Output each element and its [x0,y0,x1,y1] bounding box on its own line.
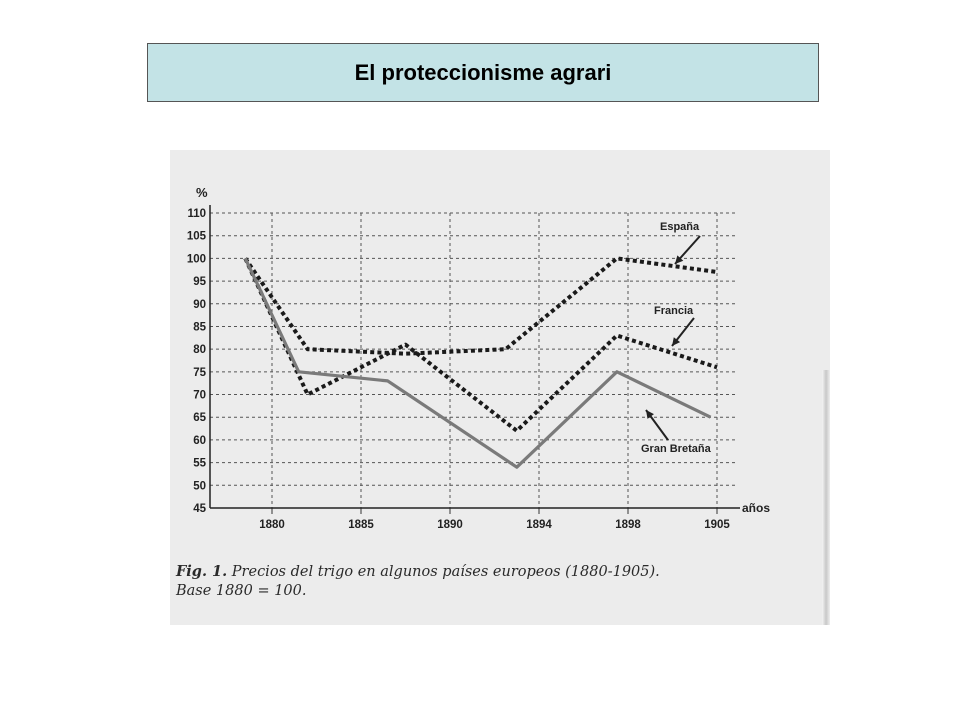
y-tick-label: 60 [193,435,206,447]
x-axis-label: años [742,501,770,515]
grid-layer [210,212,735,509]
scan-edge-shadow [822,370,830,625]
caption-base: Base 1880 = 100. [176,583,307,599]
x-tick-label: 1885 [348,519,374,531]
series-line-espana [243,256,718,356]
x-tick-label: 1880 [259,519,285,531]
x-tick-label: 1905 [704,519,730,531]
y-tick-label: 95 [193,276,206,288]
y-axis-label: % [196,185,208,200]
figure-caption: Fig. 1. Precios del trigo en algunos paí… [176,562,776,601]
series-line-gran-bretana [243,257,712,469]
scanned-figure-background [170,150,830,625]
y-tick-label: 85 [193,321,206,333]
legend-label-gran-bretana: Gran Bretaña [641,443,712,455]
y-tick-label: 45 [193,503,206,515]
legend-arrowhead-espana [675,255,684,264]
y-tick-label: 105 [187,231,207,243]
series-line-francia [243,257,718,433]
page-title: El proteccionisme agrari [354,59,612,85]
y-tick-label: 75 [193,367,206,379]
y-tick-label: 65 [193,412,206,424]
x-tick-label: 1890 [437,519,463,531]
label-layer: 110 105 100 95 90 85 80 75 70 65 60 55 50 45 1880 1885 1… [187,185,771,531]
caption-fig-label: Fig. 1. [176,563,228,580]
legend-label-francia: Francia [654,305,694,317]
caption-text: Precios del trigo en algunos países euro… [231,564,660,580]
series-layer [243,256,718,469]
legend-arrowhead-gran-bretana [646,410,654,419]
y-tick-label: 80 [193,344,206,356]
legend-label-espana: España [660,221,700,233]
legend-arrowhead-francia [672,337,681,346]
y-tick-label: 70 [193,390,206,402]
y-tick-label: 90 [193,299,206,311]
y-tick-label: 50 [193,480,206,492]
y-tick-label: 55 [193,458,206,470]
x-tick-label: 1898 [615,519,641,531]
y-tick-label: 110 [187,208,206,220]
title-box: El proteccionisme agrari [147,43,819,102]
x-tick-label: 1894 [526,519,552,531]
y-tick-label: 100 [187,253,206,265]
axis-layer [209,205,740,514]
